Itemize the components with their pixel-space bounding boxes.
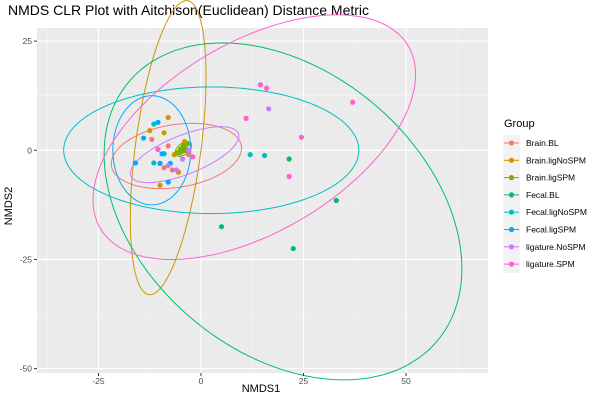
ellipse-brain-bl bbox=[110, 122, 243, 190]
y-tick-label: 25 bbox=[23, 36, 33, 46]
point-ligature-nospm bbox=[179, 156, 186, 162]
point-fecal-ligspm bbox=[165, 179, 171, 185]
ellipse-fecal-bl bbox=[103, 42, 463, 381]
y-tick-label: -25 bbox=[20, 254, 33, 264]
ellipse-ligature-spm bbox=[92, 14, 417, 260]
legend-label: ligature.SPM bbox=[526, 259, 575, 269]
legend-item-brain-lignospm: Brain.ligNoSPM bbox=[503, 152, 586, 170]
point-fecal-bl bbox=[333, 197, 339, 204]
point-brain-ligspm bbox=[181, 144, 187, 150]
point-brain-ligspm bbox=[174, 149, 180, 156]
legend-item-fecal-ligspm: Fecal.ligSPM bbox=[503, 221, 576, 239]
legend-title: Group bbox=[504, 118, 535, 130]
y-tick-label: -50 bbox=[20, 364, 33, 374]
chart-title: NMDS CLR Plot with Aitchison(Euclidean) … bbox=[8, 2, 369, 18]
ellipse-fecal-lignospm bbox=[63, 86, 360, 215]
point-fecal-ligspm bbox=[132, 160, 138, 166]
legend-key-point bbox=[508, 192, 515, 198]
legend-label: Fecal.ligNoSPM bbox=[526, 207, 587, 217]
legend-item-ligature-spm: ligature.SPM bbox=[503, 256, 575, 274]
legend-item-fecal-bl: Fecal.BL bbox=[503, 186, 560, 204]
point-ligature-spm bbox=[298, 134, 305, 140]
point-ligature-spm bbox=[243, 115, 249, 121]
legend-key-point bbox=[508, 175, 515, 181]
grid-major bbox=[37, 28, 488, 373]
point-brain-lignospm bbox=[165, 114, 171, 121]
point-brain-bl bbox=[186, 152, 192, 158]
x-tick-label: -25 bbox=[92, 376, 105, 386]
point-fecal-lignospm bbox=[247, 152, 253, 158]
point-ligature-spm bbox=[257, 82, 264, 88]
point-brain-lignospm bbox=[161, 130, 167, 136]
legend-key-point bbox=[508, 209, 515, 215]
legend-key-point bbox=[508, 140, 515, 146]
group-ellipses bbox=[63, 0, 463, 381]
point-ligature-nospm bbox=[186, 147, 192, 153]
legend-label: Fecal.BL bbox=[526, 190, 560, 200]
legend-label: Brain.ligNoSPM bbox=[526, 155, 586, 165]
legend-item-brain-ligspm: Brain.ligSPM bbox=[503, 169, 575, 187]
legend-item-ligature-nospm: ligature.NoSPM bbox=[503, 238, 586, 256]
x-tick-label: 25 bbox=[299, 376, 309, 386]
point-fecal-lignospm bbox=[261, 152, 268, 159]
point-ligature-spm bbox=[350, 99, 356, 105]
legend-item-fecal-lignospm: Fecal.ligNoSPM bbox=[503, 204, 587, 222]
point-ligature-spm bbox=[155, 146, 161, 153]
ellipse-fecal-ligspm bbox=[112, 95, 192, 206]
point-fecal-bl bbox=[218, 224, 225, 230]
point-fecal-ligspm bbox=[155, 119, 161, 125]
y-tick-label: 0 bbox=[27, 145, 32, 155]
legend-key-point bbox=[508, 157, 515, 163]
point-brain-lignospm bbox=[147, 128, 153, 134]
point-brain-lignospm bbox=[157, 182, 163, 188]
x-axis-title: NMDS1 bbox=[242, 383, 281, 395]
point-ligature-nospm bbox=[266, 106, 272, 112]
point-ligature-spm bbox=[286, 173, 292, 180]
point-brain-bl bbox=[149, 136, 155, 142]
legend-label: Brain.ligSPM bbox=[526, 173, 575, 183]
point-ligature-nospm bbox=[173, 167, 179, 173]
legend-label: Brain.BL bbox=[526, 138, 559, 148]
ellipse-ligature-nospm bbox=[129, 126, 240, 183]
point-ligature-spm bbox=[264, 85, 270, 91]
point-brain-ligspm bbox=[185, 141, 191, 147]
legend-key-point bbox=[508, 226, 515, 233]
y-axis-title: NMDS2 bbox=[3, 187, 15, 226]
legend-item-brain-bl: Brain.BL bbox=[503, 135, 559, 152]
x-tick-label: 0 bbox=[199, 376, 204, 386]
point-fecal-ligspm bbox=[141, 135, 147, 141]
x-tick-label: 50 bbox=[401, 376, 411, 386]
ellipse-brain-lignospm bbox=[129, 0, 207, 296]
y-axis-ticks: 25 0 -25 -50 bbox=[20, 36, 37, 374]
point-ligature-nospm bbox=[165, 162, 171, 169]
legend-key-point bbox=[508, 244, 515, 250]
point-fecal-lignospm bbox=[151, 160, 157, 166]
point-fecal-bl bbox=[290, 245, 296, 252]
x-axis-ticks: -25 0 25 50 bbox=[92, 373, 411, 386]
point-fecal-bl bbox=[286, 156, 292, 162]
legend: Group Brain.BL Brain.ligNoSPM Brain.ligSPM… bbox=[503, 118, 587, 274]
point-fecal-ligspm bbox=[159, 151, 165, 157]
point-brain-bl bbox=[165, 143, 171, 149]
legend-label: ligature.NoSPM bbox=[526, 242, 586, 252]
point-brain-bl bbox=[169, 167, 175, 173]
legend-key-point bbox=[508, 261, 515, 267]
point-brain-bl bbox=[161, 165, 167, 171]
point-ligature-spm bbox=[190, 154, 196, 160]
plot-panel bbox=[37, 28, 488, 373]
data-points bbox=[132, 82, 356, 252]
point-fecal-lignospm bbox=[151, 121, 157, 127]
point-fecal-ligspm bbox=[157, 160, 163, 166]
legend-label: Fecal.ligSPM bbox=[526, 225, 576, 235]
